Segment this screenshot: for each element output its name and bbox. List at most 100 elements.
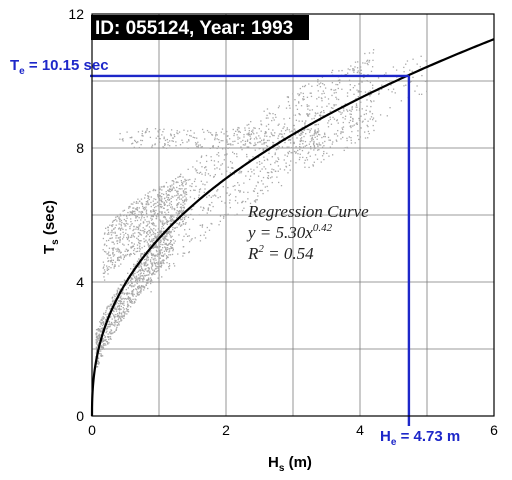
scatter-point [165, 214, 167, 216]
scatter-point [155, 217, 157, 220]
scatter-point [128, 298, 130, 300]
scatter-point [327, 126, 330, 128]
scatter-point [176, 186, 178, 189]
scatter-point [165, 222, 167, 224]
scatter-point [273, 169, 275, 171]
scatter-point [204, 167, 206, 169]
scatter-point [119, 241, 121, 243]
scatter-point [95, 339, 97, 341]
scatter-point [171, 208, 173, 210]
scatter-point [153, 227, 155, 230]
scatter-point [266, 135, 268, 137]
scatter-point [159, 253, 161, 255]
scatter-point [208, 194, 210, 197]
scatter-point [190, 208, 192, 211]
scatter-point [368, 52, 371, 54]
scatter-point [119, 299, 121, 302]
scatter-point [335, 83, 337, 86]
scatter-point [129, 277, 131, 279]
scatter-point [145, 262, 147, 264]
scatter-point [219, 215, 222, 217]
scatter-point [237, 126, 239, 129]
scatter-point [112, 224, 114, 226]
scatter-point [313, 146, 316, 148]
scatter-point [97, 360, 99, 362]
scatter-point [348, 136, 350, 138]
scatter-point [109, 237, 111, 240]
scatter-point [342, 131, 344, 133]
scatter-point [107, 260, 109, 263]
scatter-point [409, 69, 411, 71]
scatter-point [256, 192, 259, 194]
scatter-point [252, 129, 254, 131]
scatter-point [135, 228, 137, 230]
scatter-point [140, 266, 142, 268]
scatter-point [149, 241, 152, 243]
scatter-point [350, 110, 352, 112]
scatter-point [175, 212, 177, 214]
scatter-point [318, 96, 320, 98]
scatter-point [187, 216, 190, 219]
scatter-point [200, 146, 202, 148]
scatter-point [209, 174, 211, 177]
scatter-point [391, 91, 393, 93]
scatter-point [142, 213, 144, 216]
scatter-point [116, 315, 118, 318]
scatter-point [316, 143, 318, 145]
scatter-point [181, 182, 184, 185]
scatter-point [163, 197, 166, 200]
scatter-point [139, 269, 142, 272]
scatter-point [169, 231, 171, 233]
scatter-point [265, 131, 267, 134]
scatter-point [142, 278, 144, 281]
scatter-point [152, 215, 154, 218]
scatter-point [147, 223, 149, 225]
scatter-point [105, 227, 107, 229]
scatter-point [208, 131, 210, 133]
scatter-point [294, 99, 296, 101]
scatter-point [163, 185, 165, 187]
scatter-point [292, 128, 294, 131]
scatter-point [146, 282, 148, 284]
scatter-point [117, 287, 119, 289]
scatter-point [295, 119, 298, 121]
scatter-point [117, 228, 120, 230]
scatter-point [105, 251, 107, 253]
scatter-point [169, 254, 172, 256]
scatter-point [352, 125, 354, 127]
scatter-point [138, 240, 140, 242]
scatter-point [119, 308, 121, 310]
scatter-point [168, 243, 170, 245]
scatter-point [176, 204, 178, 206]
scatter-point [182, 199, 184, 202]
scatter-point [166, 232, 168, 235]
scatter-point [142, 275, 144, 277]
scatter-point [394, 92, 396, 94]
scatter-point [174, 227, 176, 229]
scatter-point [188, 139, 190, 141]
scatter-point [372, 49, 375, 51]
scatter-point [265, 145, 268, 147]
scatter-point [168, 233, 171, 235]
scatter-point [165, 242, 167, 245]
scatter-point [237, 138, 239, 140]
scatter-point [370, 70, 373, 73]
scatter-point [173, 187, 175, 189]
scatter-point [277, 135, 280, 137]
scatter-point [179, 222, 181, 224]
scatter-point [163, 137, 165, 140]
regression-equation: y = 5.30x0.42 [246, 222, 333, 242]
scatter-point [115, 313, 117, 316]
scatter-point [317, 128, 319, 130]
scatter-point [190, 129, 192, 132]
scatter-point [350, 142, 353, 144]
scatter-point [141, 132, 143, 135]
scatter-point [133, 243, 135, 245]
scatter-point [100, 327, 102, 330]
scatter-point [182, 217, 184, 219]
scatter-point [130, 224, 132, 226]
scatter-point [139, 200, 141, 202]
design-lines [90, 74, 411, 426]
scatter-point [147, 277, 150, 279]
scatter-point [314, 132, 316, 134]
